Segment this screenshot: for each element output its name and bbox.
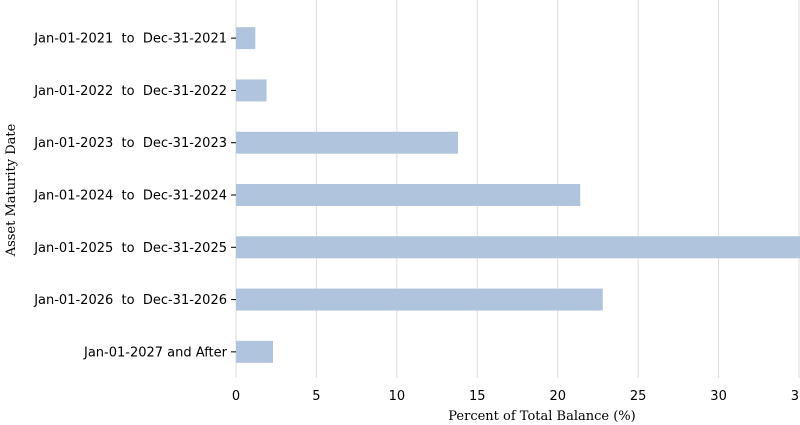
y-tick-label: Jan-01-2026 to Dec-31-2026 bbox=[33, 293, 227, 308]
x-tick-label: 5 bbox=[312, 389, 320, 404]
x-tick-label: 35 bbox=[791, 389, 800, 404]
x-tick-label: 30 bbox=[710, 389, 727, 404]
x-tick-label: 25 bbox=[630, 389, 647, 404]
x-tick-label: 0 bbox=[232, 389, 240, 404]
bar bbox=[236, 236, 800, 259]
bar bbox=[236, 184, 581, 206]
x-axis-label: Percent of Total Balance (%) bbox=[448, 409, 635, 424]
y-axis-label: Asset Maturity Date bbox=[4, 123, 19, 257]
y-tick-label: Jan-01-2021 to Dec-31-2021 bbox=[33, 32, 227, 47]
y-tick-label: Jan-01-2027 and After bbox=[83, 345, 228, 360]
bar bbox=[236, 340, 273, 363]
y-tick-label: Jan-01-2025 to Dec-31-2025 bbox=[33, 241, 227, 256]
bar bbox=[236, 131, 458, 154]
bars bbox=[236, 27, 800, 363]
bar bbox=[236, 27, 256, 50]
y-tick-label: Jan-01-2022 to Dec-31-2022 bbox=[33, 84, 227, 99]
bar bbox=[236, 288, 603, 311]
x-tick-label: 20 bbox=[549, 389, 566, 404]
bar bbox=[236, 79, 267, 102]
y-tick-labels: Jan-01-2021 to Dec-31-2021 Jan-01-2022 to… bbox=[33, 32, 236, 360]
x-tick-label: 15 bbox=[469, 389, 486, 404]
x-tick-labels: 0 5 10 15 20 25 30 35 bbox=[232, 389, 800, 404]
x-tick-label: 10 bbox=[389, 389, 406, 404]
y-tick-label: Jan-01-2024 to Dec-31-2024 bbox=[33, 189, 227, 204]
y-tick-label: Jan-01-2023 to Dec-31-2023 bbox=[33, 136, 227, 151]
